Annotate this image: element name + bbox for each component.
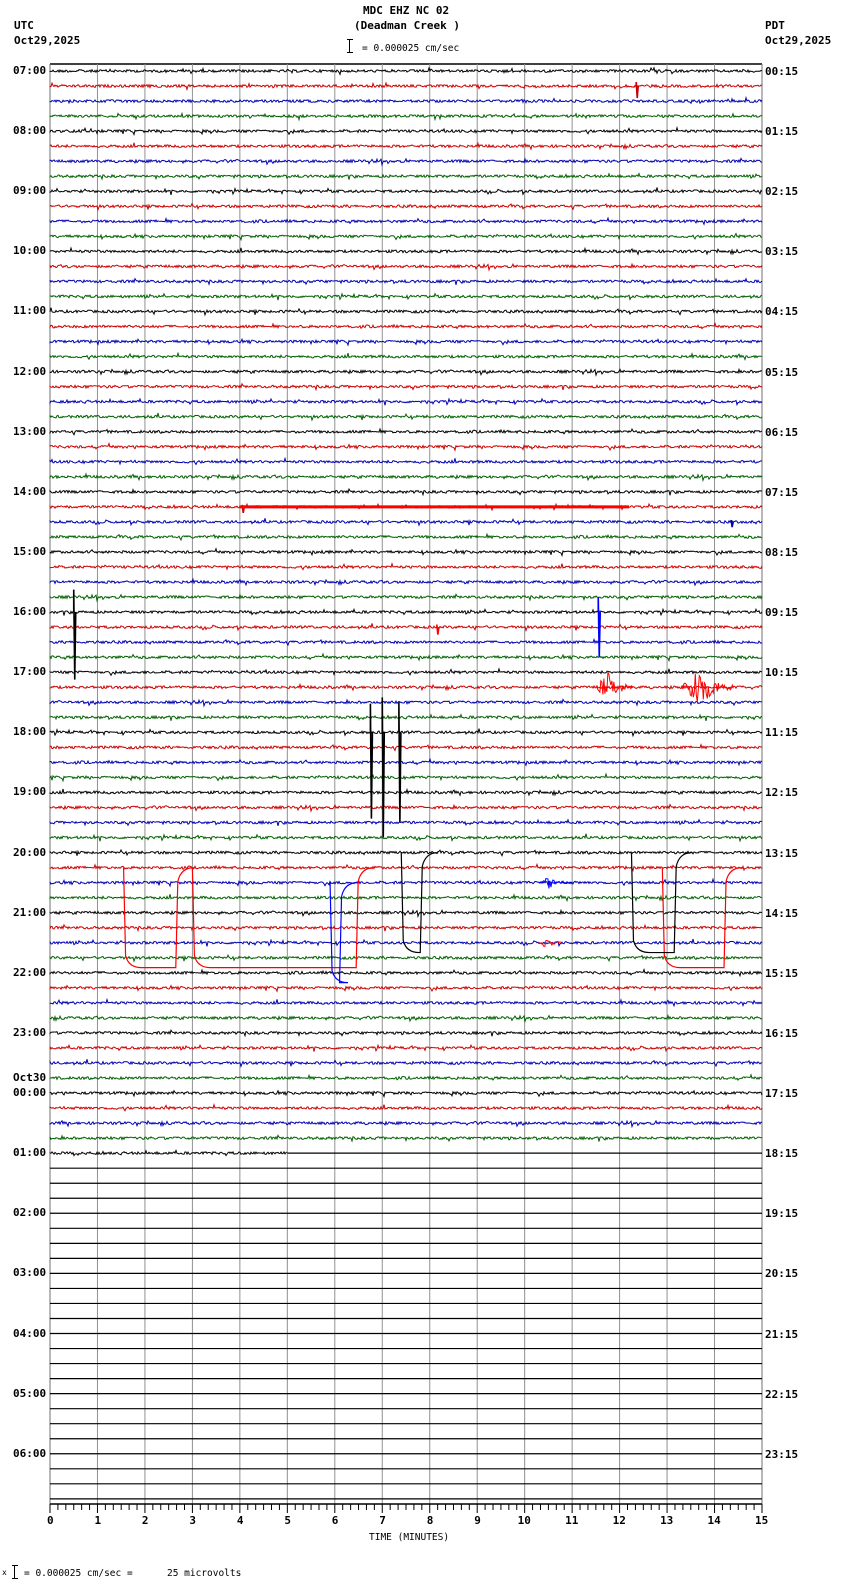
x-tick-label: 10 (517, 1514, 531, 1527)
scale-bar-icon (347, 39, 355, 53)
pdt-hour-label: 17:15 (765, 1087, 799, 1101)
utc-hour-label: 21:00 (13, 905, 47, 919)
x-tick-label: 14 (707, 1514, 721, 1527)
pdt-hour-label: 19:15 (765, 1207, 799, 1221)
pdt-hour-label: 03:15 (765, 245, 799, 259)
x-tick-label: 2 (141, 1514, 149, 1527)
footer-prefix: x (2, 1568, 7, 1577)
x-tick-label: 13 (660, 1514, 674, 1527)
utc-hour-label: 07:00 (13, 64, 47, 77)
x-tick-label: 9 (474, 1514, 481, 1527)
utc-hour-label: 02:00 (13, 1206, 47, 1220)
pdt-hour-label: 02:15 (765, 185, 799, 199)
x-axis-label: TIME (MINUTES) (369, 1532, 450, 1543)
pdt-hour-label: 16:15 (765, 1026, 799, 1040)
right-date: Oct29,2025 (765, 34, 832, 47)
x-tick-label: 11 (565, 1514, 579, 1527)
x-tick-label: 4 (236, 1514, 244, 1527)
footer-scale-text: = 0.000025 cm/sec = 25 microvolts (24, 1568, 242, 1579)
utc-hour-label: 08:00 (13, 124, 47, 138)
utc-hour-label: 18:00 (13, 725, 47, 739)
utc-hour-label: 06:00 (13, 1446, 47, 1460)
right-timezone: PDT (765, 19, 785, 32)
pdt-hour-label: 01:15 (765, 125, 799, 139)
utc-hour-label: 11:00 (13, 304, 47, 318)
pdt-hour-label: 04:15 (765, 305, 799, 319)
pdt-hour-label: 08:15 (765, 545, 799, 559)
utc-hour-label: 00:00 (13, 1086, 47, 1100)
left-timezone: UTC (14, 19, 34, 32)
pdt-hour-label: 13:15 (765, 846, 799, 860)
pdt-hour-label: 23:15 (765, 1447, 799, 1461)
x-tick-label: 1 (94, 1514, 102, 1527)
pdt-hour-label: 21:15 (765, 1327, 799, 1341)
pdt-hour-label: 09:15 (765, 606, 799, 620)
utc-hour-label: 12:00 (13, 364, 47, 378)
utc-hour-label: 17:00 (13, 665, 47, 679)
station-name: (Deadman Creek ) (354, 19, 460, 32)
pdt-hour-label: 11:15 (765, 726, 799, 740)
left-date: Oct29,2025 (14, 34, 81, 47)
x-tick-label: 8 (426, 1514, 434, 1527)
pdt-hour-label: 22:15 (765, 1387, 799, 1401)
utc-hour-label: 09:00 (13, 184, 47, 198)
utc-hour-label: 23:00 (13, 1025, 47, 1039)
utc-hour-label: 15:00 (13, 544, 47, 558)
pdt-hour-label: 20:15 (765, 1267, 799, 1281)
utc-hour-label: 20:00 (13, 845, 47, 859)
utc-hour-label: 03:00 (13, 1266, 47, 1280)
x-tick-label: 6 (331, 1514, 339, 1527)
pdt-hour-label: 00:15 (765, 65, 799, 78)
pdt-hour-label: 06:15 (765, 425, 799, 439)
station-title: MDC EHZ NC 02 (363, 4, 450, 17)
utc-hour-label: 01:00 (13, 1146, 47, 1160)
utc-hour-label: 10:00 (13, 244, 47, 258)
utc-hour-label: 04:00 (13, 1326, 47, 1340)
footer-scale-bar-icon (12, 1565, 20, 1579)
x-tick-label: 7 (379, 1514, 386, 1527)
pdt-hour-label: 05:15 (765, 365, 799, 379)
x-tick-label: 0 (47, 1514, 54, 1527)
utc-hour-label: 22:00 (13, 965, 47, 979)
utc-hour-label: 19:00 (13, 785, 47, 799)
utc-hour-label: 13:00 (13, 424, 47, 438)
utc-hour-label: 14:00 (13, 484, 47, 498)
x-tick-label: 15 (755, 1514, 769, 1527)
pdt-hour-label: 18:15 (765, 1147, 799, 1161)
scale-text: = 0.000025 cm/sec (362, 43, 460, 54)
x-tick-label: 5 (284, 1514, 291, 1527)
date-label: Oct30 (13, 1071, 47, 1085)
pdt-hour-label: 07:15 (765, 485, 799, 499)
pdt-hour-label: 12:15 (765, 786, 799, 800)
pdt-hour-label: 15:15 (765, 966, 799, 980)
x-tick-label: 3 (189, 1514, 197, 1527)
pdt-hour-label: 10:15 (765, 666, 799, 680)
x-tick-label: 12 (612, 1514, 626, 1527)
pdt-hour-label: 14:15 (765, 906, 799, 920)
utc-hour-label: 05:00 (13, 1386, 47, 1400)
utc-hour-label: 16:00 (13, 605, 47, 619)
